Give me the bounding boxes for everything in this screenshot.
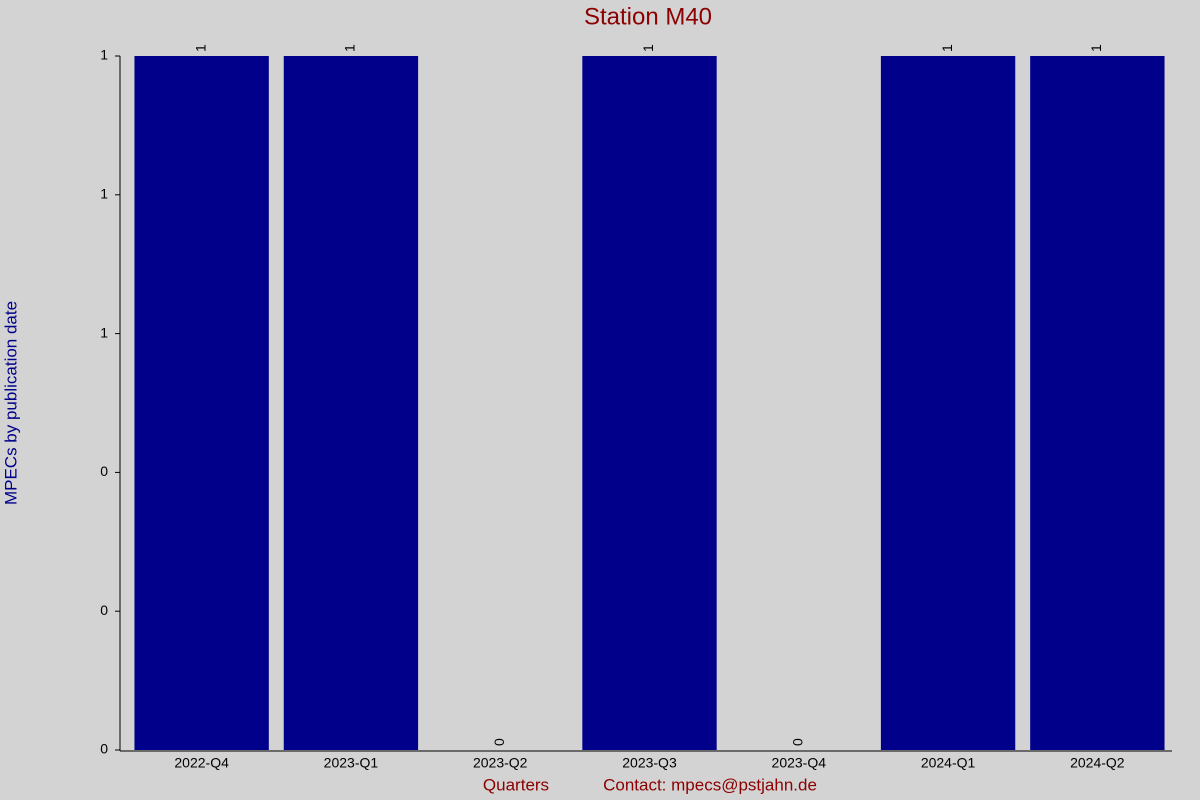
x-axis-label: Quarters (483, 775, 549, 794)
y-tick-label: 0 (100, 602, 108, 618)
x-tick-label: 2023-Q3 (622, 755, 677, 771)
x-tick-label: 2023-Q4 (772, 755, 827, 771)
data-label: 0 (491, 738, 507, 746)
bar (283, 56, 419, 750)
chart-title: Station M40 (584, 3, 712, 30)
data-label: 0 (789, 738, 805, 746)
x-tick-label: 2023-Q2 (473, 755, 528, 771)
y-tick-label: 0 (100, 741, 108, 757)
data-label: 1 (1088, 44, 1104, 52)
contact: Contact: mpecs@pstjahn.de (603, 775, 817, 794)
x-tick-label: 2022-Q4 (174, 755, 229, 771)
x-tick-label: 2023-Q1 (324, 755, 379, 771)
x-tick-label: 2024-Q2 (1070, 755, 1125, 771)
bar (134, 56, 269, 750)
y-axis-label: MPECs by publication date (1, 301, 20, 505)
y-tick-label: 1 (100, 47, 108, 63)
data-label: 1 (342, 44, 358, 52)
x-tick-label: 2024-Q1 (921, 755, 976, 771)
y-tick-label: 0 (100, 463, 108, 479)
data-label: 1 (640, 44, 656, 52)
bar (582, 56, 717, 750)
y-tick-label: 1 (100, 186, 108, 202)
bar (880, 56, 1016, 750)
data-label: 1 (939, 44, 955, 52)
bar (1030, 56, 1165, 750)
y-tick-label: 1 (100, 324, 108, 340)
data-label: 1 (192, 44, 208, 52)
